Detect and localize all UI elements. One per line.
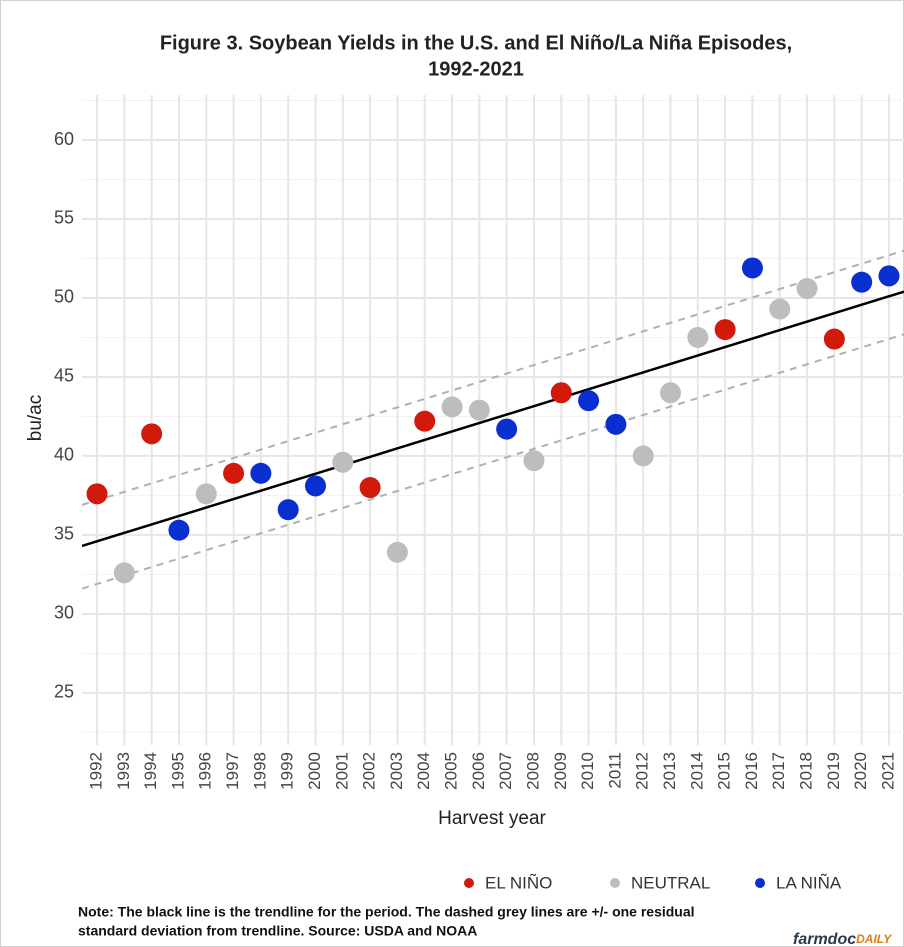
point bbox=[304, 475, 326, 497]
point bbox=[468, 399, 490, 421]
point bbox=[277, 499, 299, 521]
x-tick-label: 1995 bbox=[168, 752, 187, 790]
point bbox=[851, 271, 873, 293]
point bbox=[223, 462, 245, 484]
x-tick-label: 2018 bbox=[797, 752, 816, 790]
point bbox=[769, 298, 791, 320]
chart-title: 1992-2021 bbox=[428, 58, 524, 80]
logo: farmdocDAILY bbox=[793, 931, 892, 947]
legend-marker bbox=[464, 878, 474, 888]
x-tick-label: 1999 bbox=[278, 752, 297, 790]
y-axis-label: bu/ac bbox=[25, 395, 46, 441]
x-tick-label: 2011 bbox=[605, 752, 624, 789]
legend-label: LA NIÑA bbox=[776, 873, 842, 892]
point bbox=[660, 382, 682, 404]
point bbox=[386, 541, 408, 563]
x-tick-label: 2015 bbox=[715, 752, 734, 790]
point bbox=[823, 328, 845, 350]
point bbox=[523, 450, 545, 472]
x-tick-label: 2012 bbox=[633, 752, 652, 790]
x-tick-label: 1992 bbox=[87, 752, 106, 790]
point bbox=[714, 319, 736, 341]
x-tick-label: 2001 bbox=[332, 752, 351, 790]
note: Note: The black line is the trendline fo… bbox=[78, 904, 695, 920]
logo-accent: DAILY bbox=[856, 932, 892, 946]
point bbox=[687, 326, 709, 348]
point bbox=[250, 462, 272, 484]
point bbox=[578, 390, 600, 412]
point bbox=[168, 519, 190, 541]
x-tick-label: 2019 bbox=[824, 752, 843, 790]
y-tick-label: 45 bbox=[54, 366, 74, 386]
x-tick-label: 2010 bbox=[578, 752, 597, 790]
x-tick-label: 2000 bbox=[305, 752, 324, 790]
point bbox=[332, 451, 354, 473]
x-tick-label: 2002 bbox=[360, 752, 379, 790]
lines bbox=[82, 249, 904, 590]
x-tick-label: 1993 bbox=[114, 752, 133, 790]
y-tick-label: 40 bbox=[54, 445, 74, 465]
logo-main: farmdoc bbox=[793, 931, 856, 947]
legend-label: EL NIÑO bbox=[485, 873, 552, 892]
x-tick-label: 2014 bbox=[687, 752, 706, 790]
y-tick-label: 35 bbox=[54, 524, 74, 544]
x-tick-label: 2007 bbox=[496, 752, 515, 790]
point bbox=[86, 483, 108, 505]
point bbox=[359, 477, 381, 499]
x-tick-label: 2005 bbox=[442, 752, 461, 790]
legend-marker bbox=[755, 878, 765, 888]
point bbox=[441, 396, 463, 418]
x-tick-label: 1997 bbox=[223, 752, 242, 790]
x-tick-label: 2017 bbox=[769, 752, 788, 790]
point bbox=[414, 410, 436, 432]
grid bbox=[82, 95, 904, 745]
x-tick-label: 2003 bbox=[387, 752, 406, 790]
x-tick-label: 2008 bbox=[523, 752, 542, 790]
point bbox=[632, 445, 654, 467]
band-line bbox=[82, 249, 904, 506]
y-tick-label: 50 bbox=[54, 287, 74, 307]
point bbox=[605, 413, 627, 435]
point bbox=[195, 483, 217, 505]
x-tick-label: 2013 bbox=[660, 752, 679, 790]
point bbox=[496, 418, 518, 440]
point bbox=[796, 277, 818, 299]
x-tick-label: 2016 bbox=[742, 752, 761, 790]
y-tick-label: 30 bbox=[54, 603, 74, 623]
y-tick-label: 60 bbox=[54, 129, 74, 149]
trendline bbox=[82, 290, 904, 548]
point bbox=[141, 423, 163, 445]
legend-label: NEUTRAL bbox=[631, 873, 710, 892]
points bbox=[86, 257, 900, 584]
x-tick-label: 2006 bbox=[469, 752, 488, 790]
chart-title: Figure 3. Soybean Yields in the U.S. and… bbox=[160, 32, 792, 54]
x-tick-label: 1998 bbox=[250, 752, 269, 790]
band-line bbox=[82, 333, 904, 590]
x-tick-label: 2021 bbox=[878, 752, 897, 790]
x-tick-label: 2004 bbox=[414, 752, 433, 790]
point bbox=[741, 257, 763, 279]
note: standard deviation from trendline. Sourc… bbox=[78, 923, 477, 939]
x-tick-label: 2009 bbox=[551, 752, 570, 790]
point bbox=[550, 382, 572, 404]
point bbox=[878, 265, 900, 287]
y-tick-label: 55 bbox=[54, 208, 74, 228]
x-tick-label: 1994 bbox=[141, 752, 160, 790]
point bbox=[113, 562, 135, 584]
x-tick-label: 2020 bbox=[851, 752, 870, 790]
y-tick-label: 25 bbox=[54, 682, 74, 702]
x-axis-label: Harvest year bbox=[438, 808, 546, 829]
x-tick-label: 1996 bbox=[196, 752, 215, 790]
legend-marker bbox=[610, 878, 620, 888]
